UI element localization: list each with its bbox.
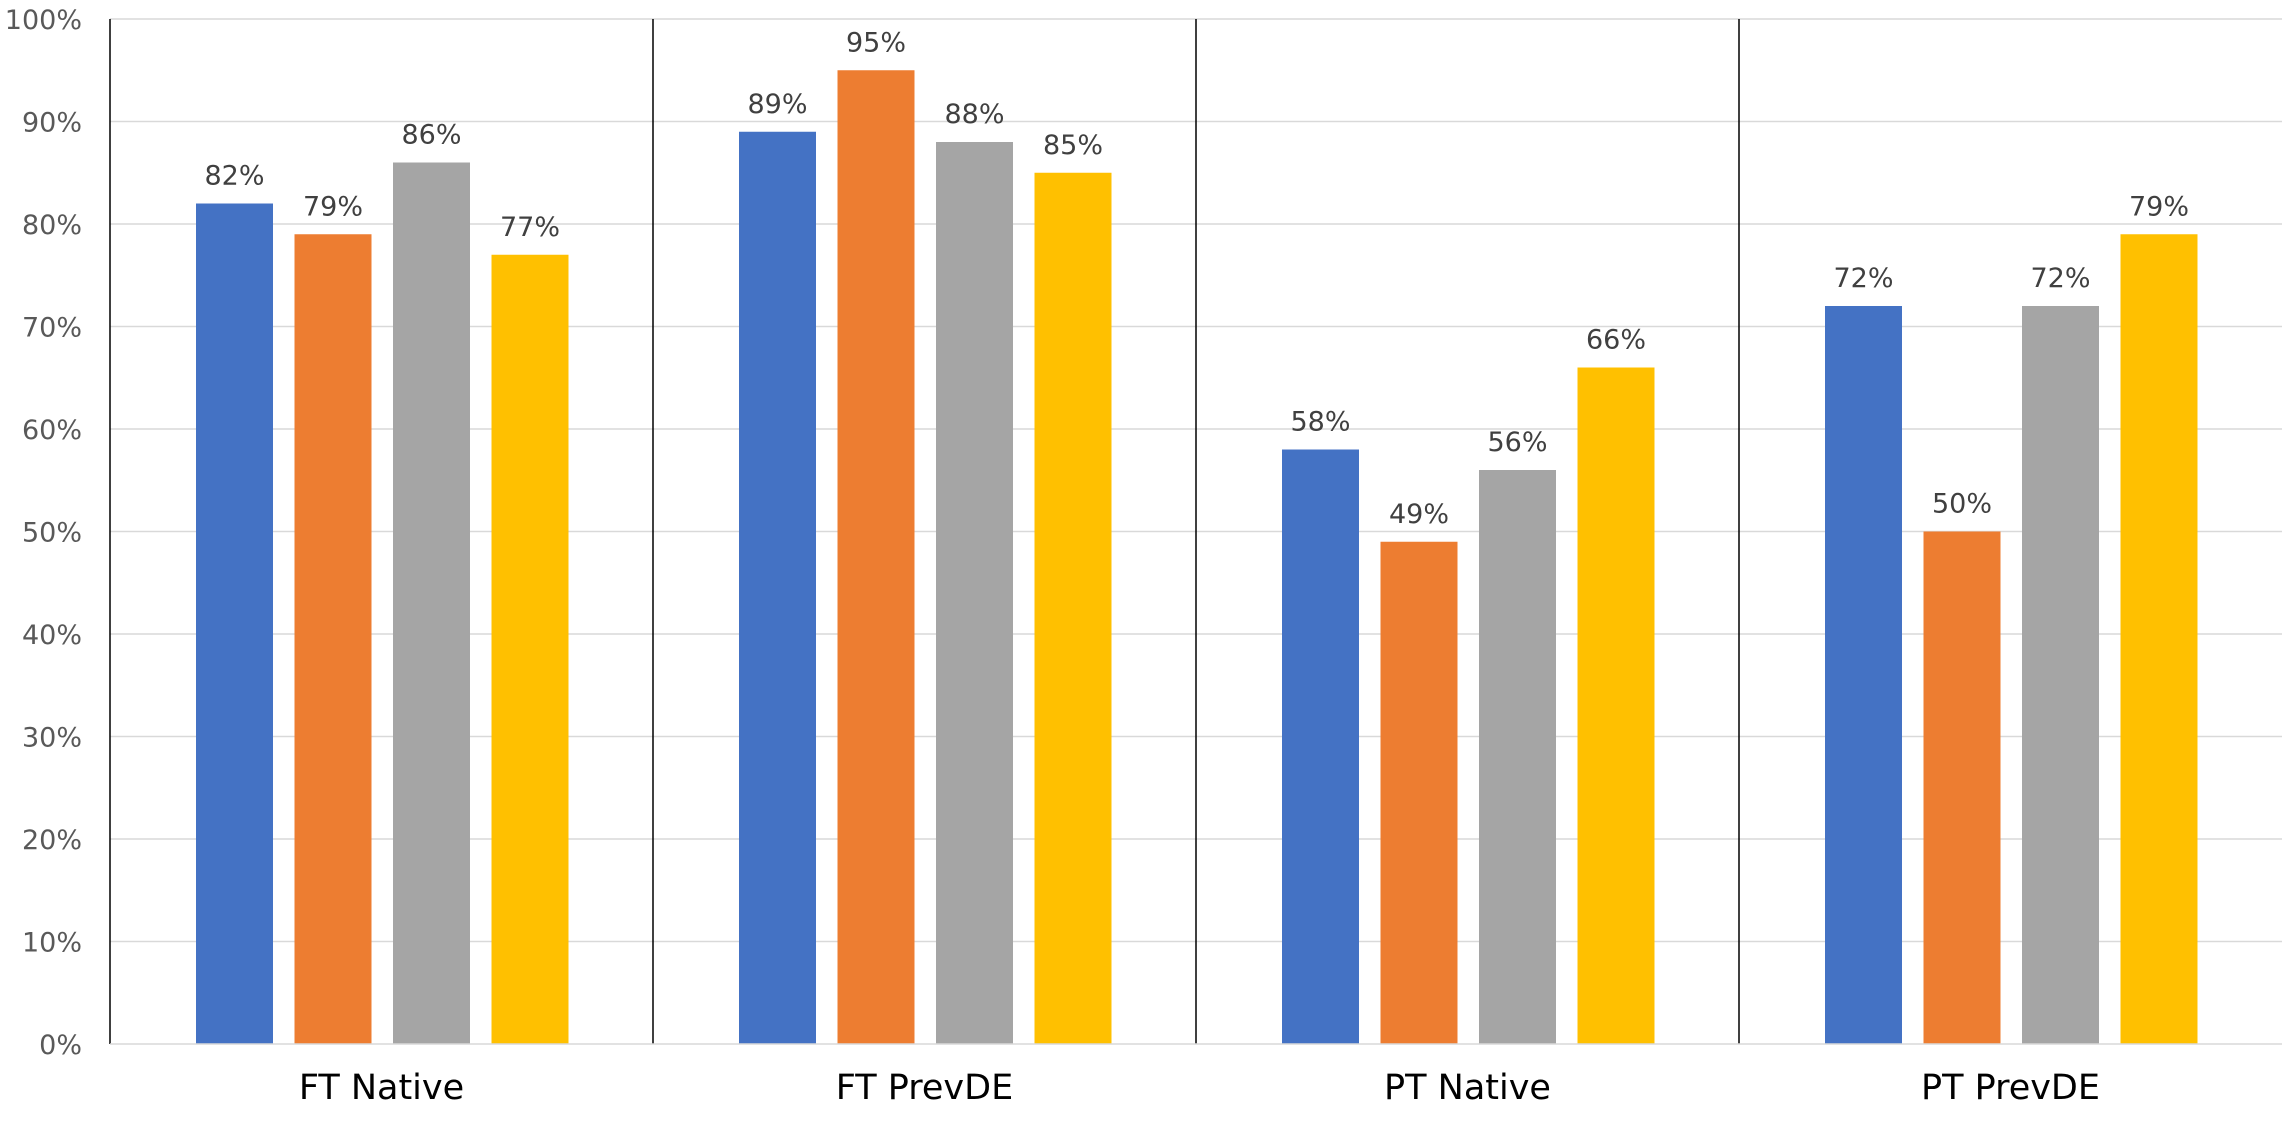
data-label: 79% [303,191,363,222]
y-tick-label: 90% [22,108,82,139]
bar [294,234,372,1044]
data-label: 77% [500,212,560,243]
bar [1923,531,2001,1044]
y-tick-label: 10% [22,928,82,959]
data-labels: 82% 79% 86% 77% 89% 95% 88% 85% 58% 49% 56% 66% 72% 5… [204,27,2189,530]
y-tick-label: 50% [22,518,82,549]
bar [2120,234,2198,1044]
bar [393,162,470,1044]
bar [491,254,569,1044]
y-tick-label: 20% [22,825,82,856]
data-label: 72% [2030,263,2090,294]
category-labels: FT Native FT PrevDE PT Native PT PrevDE [299,1068,2100,1108]
data-label: 86% [401,120,461,151]
data-label: 66% [1586,325,1646,356]
y-tick-label: 30% [22,723,82,754]
category-label: PT Native [1384,1068,1551,1108]
bar [1380,541,1458,1044]
y-tick-label: 60% [22,415,82,446]
y-tick-label: 80% [22,210,82,241]
data-label: 85% [1043,130,1103,161]
y-tick-label: 100% [5,5,82,36]
bar [196,203,273,1044]
y-tick-labels: 0% 10% 20% 30% 40% 50% 60% 70% 80% 90% 100% [5,5,82,1061]
category-separators [652,19,1740,1044]
y-tick-label: 40% [22,620,82,651]
bar [1034,172,1112,1044]
data-label: 49% [1389,499,1449,530]
bar [936,142,1013,1044]
data-label: 50% [1932,489,1992,520]
bar [739,131,816,1044]
bar [1825,306,1902,1044]
data-label: 82% [204,161,264,192]
data-label: 95% [846,27,906,58]
bars [196,70,2198,1044]
data-label: 58% [1290,407,1350,438]
axes [109,19,2282,1045]
data-label: 56% [1487,427,1547,458]
category-label: FT PrevDE [836,1068,1013,1108]
data-label: 89% [747,89,807,120]
data-label: 72% [1833,263,1893,294]
bar [1479,470,1556,1044]
category-label: FT Native [299,1068,464,1108]
bar [1282,449,1359,1044]
y-tick-label: 70% [22,313,82,344]
category-label: PT PrevDE [1921,1068,2100,1108]
data-label: 88% [944,99,1004,130]
bar [2022,306,2099,1044]
data-label: 79% [2129,191,2189,222]
bar [1577,367,1655,1044]
y-tick-label: 0% [39,1030,82,1061]
bar [837,70,915,1044]
